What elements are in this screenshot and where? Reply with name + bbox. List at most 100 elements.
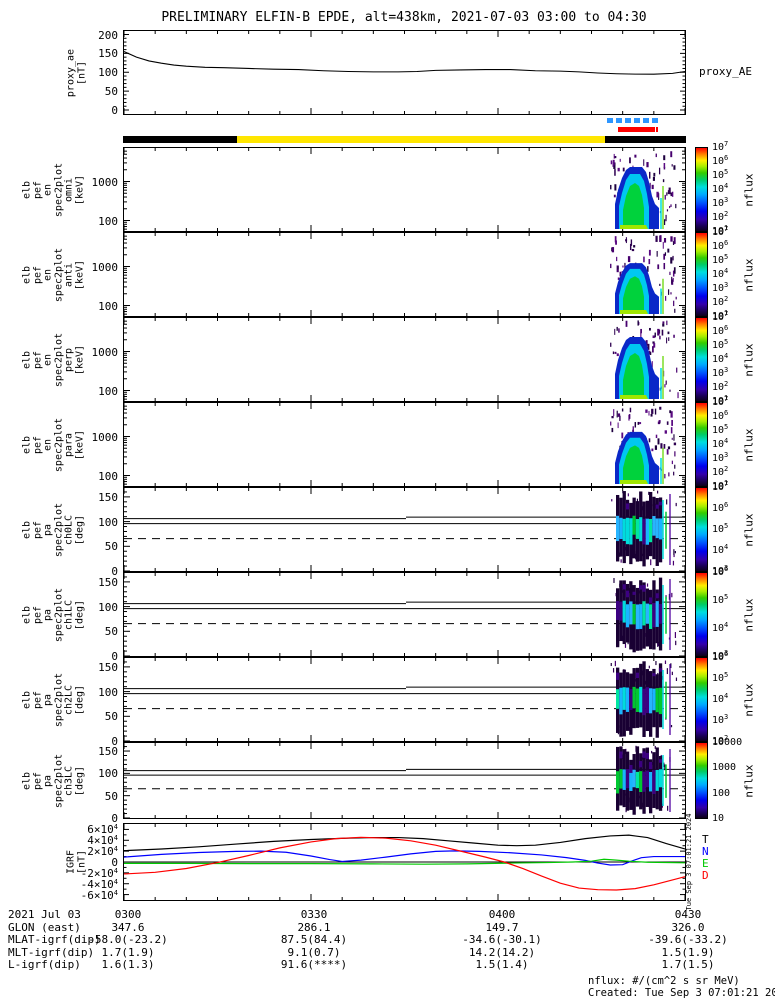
- ytick-en-omni: 100: [98, 214, 118, 228]
- colorbar-tick-label: 104: [712, 267, 729, 280]
- colorbar-tick-label: 1000: [712, 762, 737, 774]
- spectrogram-panel-pa-ch3LC: [123, 742, 686, 819]
- table-row-label: L-igrf(dip): [8, 958, 81, 971]
- table-cell: -34.6(-30.1): [462, 933, 542, 946]
- zone-bar-1: [236, 136, 605, 143]
- igrf-series-label-N: N: [702, 845, 709, 858]
- igrf-ytick: -4×104: [80, 877, 118, 891]
- panel-plot-area: [124, 31, 685, 114]
- axis-label-line: [keV]: [74, 344, 85, 375]
- axis-label-line: en: [42, 183, 54, 196]
- exponent: 4: [724, 543, 729, 551]
- colorbar-tick-label: 105: [712, 253, 729, 266]
- exponent: 7: [724, 310, 729, 318]
- zone-bar-2: [604, 136, 686, 143]
- exponent: 4: [724, 437, 729, 445]
- colorbar-title-pa-ch2LC: nflux: [742, 682, 756, 717]
- igrf-axis-label: IGRF [nT]: [66, 850, 88, 874]
- ytick-pa-ch0LC: 100: [98, 515, 118, 529]
- table-cell: -39.6(-33.2): [648, 933, 728, 946]
- plot-title: PRELIMINARY ELFIN-B EPDE, alt=438km, 202…: [161, 10, 647, 25]
- exponent: 1: [724, 224, 729, 232]
- axis-label-line: para: [63, 432, 75, 457]
- colorbar-tick-label: 101: [712, 309, 729, 322]
- panel-plot-area: [124, 824, 685, 900]
- colorbar-tick-label: 102: [712, 210, 729, 223]
- proxy-ae-right-label: proxy_AE: [699, 65, 752, 78]
- table-cell: 149.7: [485, 921, 519, 934]
- axis-label-line: pa: [42, 693, 54, 706]
- colorbar-pa-ch0LC: [695, 487, 708, 572]
- colorbar-tick-label: 103: [712, 649, 729, 662]
- ytick-pa-ch1LC: 100: [98, 600, 118, 614]
- ytick-pa-ch1LC: 0: [111, 650, 118, 663]
- colorbar-tick-label: 103: [712, 713, 729, 726]
- axis-label-pa-ch1LC: elb pef pa spec2plot ch1LC [deg]: [21, 587, 86, 641]
- time-axis-label: 0430: [674, 908, 702, 921]
- table-cell: 326.0: [671, 921, 705, 934]
- colorbar-tick-label: 107: [712, 140, 729, 153]
- proxy-ae-ytick: 200: [98, 28, 118, 42]
- exponent: 3: [724, 713, 729, 721]
- colorbar-tick-label: 105: [712, 671, 729, 684]
- spectrogram-panel-en-perp: [123, 317, 686, 402]
- exponent: 6: [724, 239, 729, 247]
- exponent: 4: [724, 621, 729, 629]
- table-cell: -58.0(-23.2): [88, 933, 168, 946]
- exponent: 5: [724, 671, 729, 679]
- exponent: 4: [113, 834, 118, 843]
- exponent: 4: [724, 182, 729, 190]
- colorbar-tick-label: 107: [712, 395, 729, 408]
- exponent: 1: [724, 309, 729, 317]
- colorbar-tick-label: 104: [712, 621, 729, 634]
- colorbar-tick-label: 104: [712, 352, 729, 365]
- table-cell: 286.1: [297, 921, 331, 934]
- colorbar-tick-label: 104: [712, 543, 729, 556]
- axis-label-line: [deg]: [74, 765, 85, 796]
- table-row-label: GLON (east): [8, 921, 81, 934]
- colorbar-tick-label: 102: [712, 380, 729, 393]
- colorbar-tick-label: 106: [712, 409, 729, 422]
- axis-label-line: pa: [42, 774, 54, 787]
- axis-label-line: elb: [21, 520, 33, 539]
- colorbar-title-en-anti: nflux: [742, 257, 756, 292]
- ytick-pa-ch2LC: 50: [104, 710, 118, 724]
- colorbar-tick-label: 104: [712, 692, 729, 705]
- axis-label-en-perp: elb pef en spec2plot perp [keV]: [22, 332, 86, 386]
- exponent: 6: [724, 650, 729, 658]
- exponent: 4: [113, 877, 118, 886]
- colorbar-tick-label: 103: [712, 451, 729, 464]
- spectrogram-panel-pa-ch1LC: [123, 572, 686, 657]
- exponent: 4: [724, 352, 729, 360]
- exponent: 2: [724, 734, 729, 742]
- colorbar-en-perp: [695, 317, 708, 402]
- colorbar-en-anti: [695, 232, 708, 317]
- axis-label-line: ch0LC: [63, 514, 75, 545]
- panel-plot-area: [124, 488, 685, 571]
- status-bar-red: [617, 127, 655, 132]
- colorbar-tick-label: 103: [712, 564, 729, 577]
- colorbar-pa-ch2LC: [695, 657, 708, 742]
- exponent: 5: [724, 168, 729, 176]
- panel-plot-area: [124, 743, 685, 818]
- created-vertical-note: Tue Sep 3 07:01:21 2024: [685, 813, 693, 911]
- exponent: 4: [113, 866, 118, 875]
- ytick-en-perp: 1000: [91, 345, 119, 359]
- axis-label-pa-ch3LC: elb pef pa spec2plot ch3LC [deg]: [22, 753, 86, 807]
- spectrogram-panel-pa-ch0LC: [123, 487, 686, 572]
- table-cell: 14.2(14.2): [468, 946, 536, 959]
- colorbar-tick-label: 106: [712, 501, 729, 514]
- spectrogram-panel-en-omni: [123, 147, 686, 232]
- spectrogram-panel-en-para: [123, 402, 686, 487]
- colorbar-title-en-perp: nflux: [742, 342, 756, 377]
- status-bar-blue: [607, 118, 659, 123]
- colorbar-tick-label: 105: [712, 593, 729, 606]
- ytick-en-anti: 1000: [91, 260, 119, 274]
- axis-label-line: en: [42, 268, 54, 281]
- axis-label-line: elb: [21, 265, 33, 284]
- proxy-ae-ytick: 0: [111, 104, 118, 117]
- axis-label-line: elb: [21, 605, 33, 624]
- colorbar-pa-ch3LC: [695, 742, 708, 819]
- axis-label-line: elb: [21, 180, 33, 199]
